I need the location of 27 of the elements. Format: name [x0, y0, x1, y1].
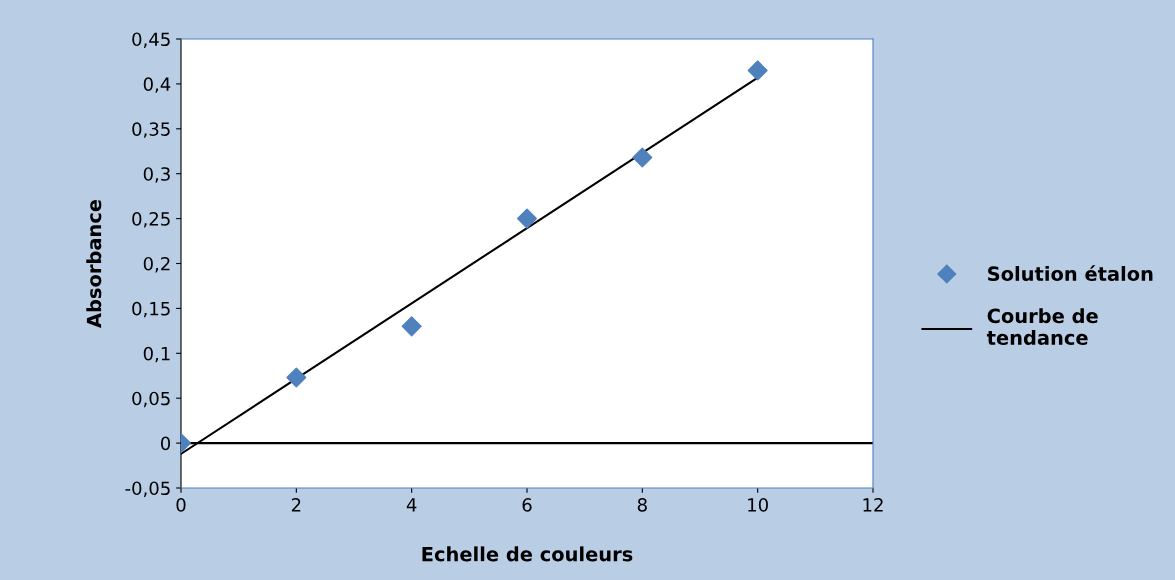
y-tick-label: 0,15 — [132, 301, 170, 318]
x-tick-label: 12 — [863, 498, 883, 512]
x-tick-label: 8 — [637, 498, 647, 512]
y-tick-label: 0,1 — [143, 346, 170, 363]
x-axis-title: Echelle de couleurs — [422, 546, 633, 562]
y-tick-label: 0,35 — [132, 122, 170, 138]
legend-label: Solution étalon — [988, 265, 1153, 282]
legend-label: Courbe de tendance — [986, 308, 1098, 345]
y-tick-label: 0,4 — [143, 77, 171, 93]
point — [286, 367, 307, 388]
x-tick-label: 4 — [406, 498, 417, 512]
x-tick-label: 2 — [291, 498, 301, 512]
y-tick-label: 0,05 — [132, 391, 170, 408]
y-tick-label: -0,05 — [125, 481, 170, 497]
y-axis-title: Absorbance — [86, 199, 102, 328]
y-tick-label: 0,45 — [132, 32, 170, 48]
y-tick-label: 0,25 — [132, 212, 170, 228]
x-tick-label: 10 — [748, 498, 768, 512]
point — [747, 60, 768, 81]
point — [632, 147, 653, 168]
x-tick-label: 0 — [176, 498, 186, 512]
y-tick-label: 0,2 — [143, 256, 170, 273]
x-tick-label: 6 — [522, 498, 532, 512]
point — [401, 316, 422, 337]
y-tick-label: 0 — [160, 436, 171, 451]
point — [516, 208, 538, 229]
y-tick-label: 0,3 — [143, 167, 170, 183]
